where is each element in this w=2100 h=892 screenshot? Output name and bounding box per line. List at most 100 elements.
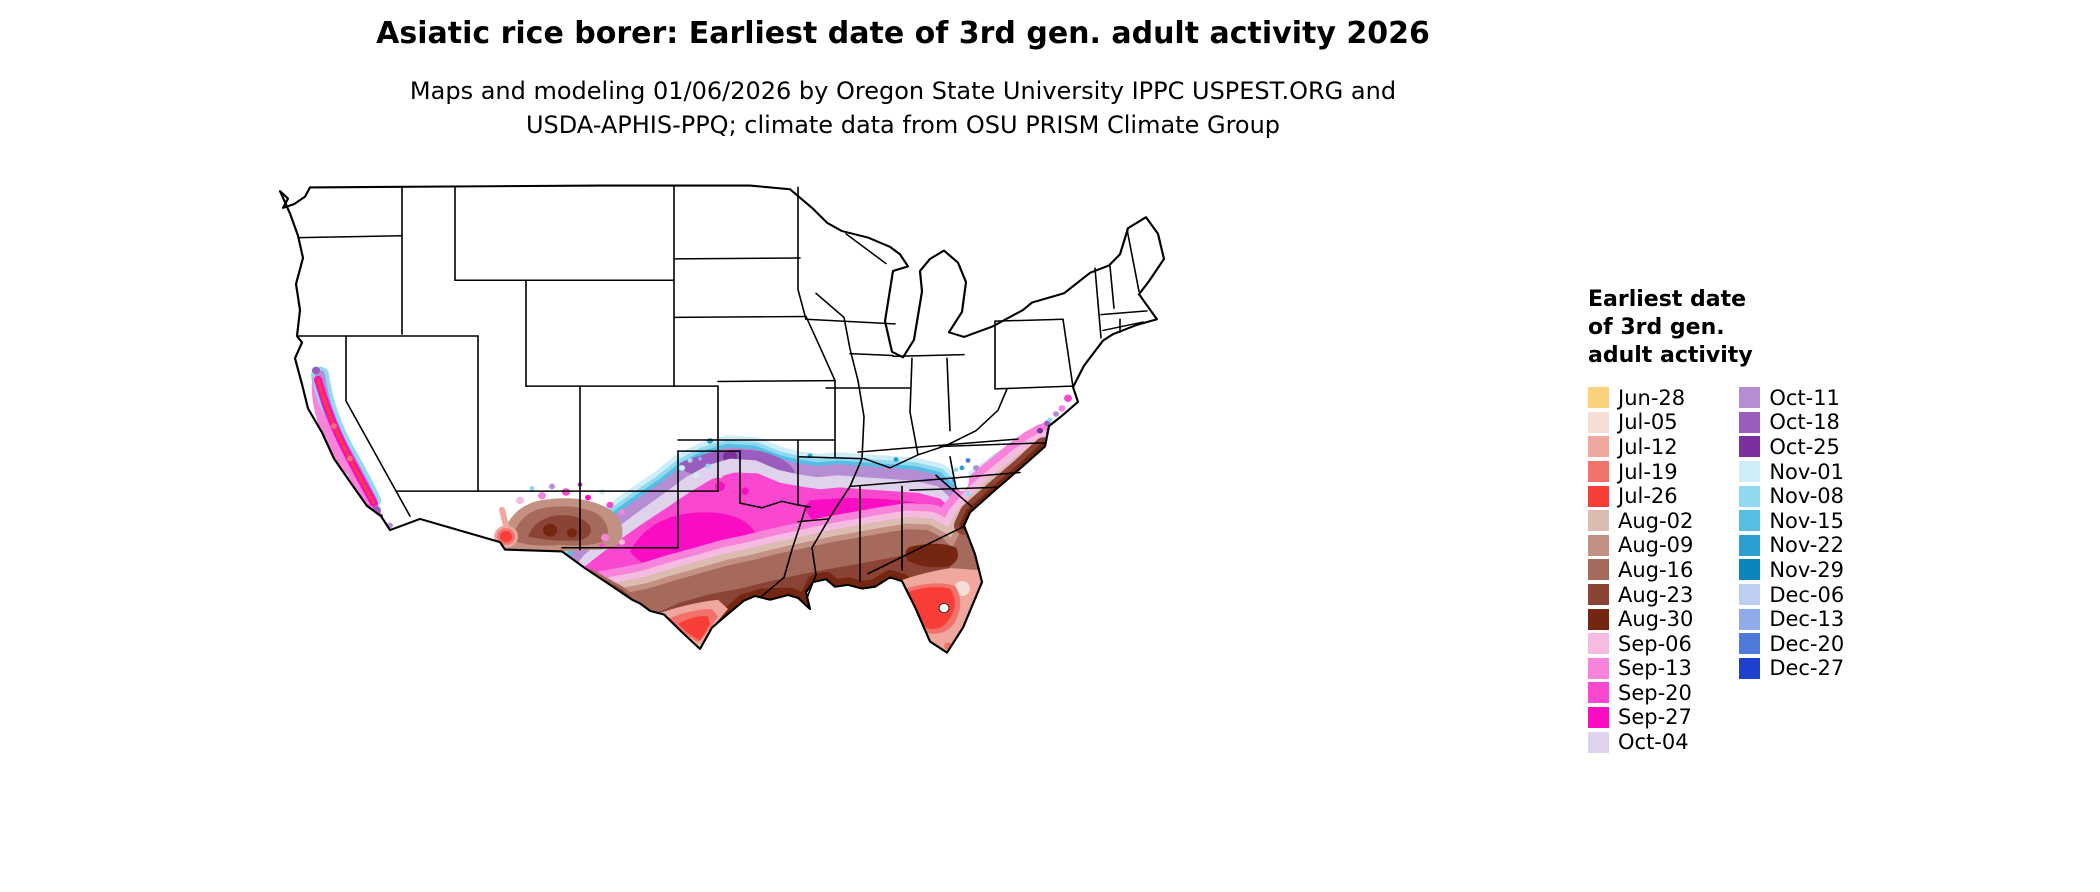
legend-swatch: [1588, 584, 1609, 606]
arizona-region-shape: [619, 509, 625, 516]
state-borders-shape: [857, 379, 865, 460]
arizona-region-shape: [567, 528, 577, 538]
state-borders-shape: [849, 471, 1021, 488]
arizona-region-shape: [562, 488, 570, 496]
state-borders-shape: [673, 257, 801, 260]
speckles-shape: [1064, 394, 1072, 402]
state-borders-shape: [845, 233, 887, 265]
legend-swatch: [1588, 461, 1609, 483]
arizona-region-shape: [549, 483, 555, 490]
legend-title: Earliest date of 3rd gen. adult activity: [1588, 286, 1844, 370]
legend-swatch: [1739, 485, 1761, 507]
speckles-shape: [1058, 405, 1066, 412]
legend-swatch: [1588, 608, 1609, 630]
arizona-region-shape: [599, 489, 605, 495]
legend-columns: Jun-28 Jul-05 Jul-12 Jul-19 Jul-26 Aug-02 Aug-…: [1588, 385, 1844, 754]
speckles-shape: [953, 467, 959, 473]
state-borders-shape: [1109, 265, 1115, 309]
legend-swatch: [1588, 731, 1609, 753]
legend-label: Oct-04: [1618, 730, 1689, 755]
california-valley-region-shape: [312, 366, 320, 375]
speckles-shape: [959, 465, 965, 471]
state-borders-shape: [946, 357, 951, 432]
arizona-region-shape: [516, 496, 524, 505]
legend-swatch: [1739, 657, 1761, 679]
state-borders-shape: [797, 504, 811, 508]
legend-entry: Dec-13: [1739, 607, 1844, 632]
legend-entry: Sep-27: [1588, 705, 1693, 730]
state-borders-shape: [867, 525, 965, 575]
legend-entry: Jul-19: [1588, 459, 1693, 484]
legend-swatch: [1588, 682, 1609, 704]
california-valley-region-shape: [347, 455, 353, 462]
blob-aug30-northflorida: [905, 543, 958, 568]
legend-label: Nov-29: [1769, 557, 1845, 582]
legend-label: Jul-12: [1618, 434, 1678, 459]
arizona-region-shape: [606, 501, 614, 509]
speckles-shape: [693, 472, 699, 479]
legend-label: Nov-01: [1769, 459, 1845, 484]
legend-label: Nov-22: [1769, 533, 1845, 558]
keys-jun28: [942, 661, 947, 666]
state-borders-shape: [863, 388, 1008, 469]
legend-label: Dec-13: [1769, 607, 1845, 632]
legend-label: Jul-26: [1618, 484, 1678, 509]
southfl-jul05: [894, 587, 906, 599]
legend-label: Sep-27: [1618, 705, 1692, 730]
speckles-shape: [705, 463, 711, 469]
california-valley-region-shape: [331, 423, 337, 429]
legend-label: Sep-13: [1618, 656, 1692, 681]
legend-entry: Dec-27: [1739, 656, 1844, 681]
arizona-region: [494, 482, 625, 552]
legend-label: Aug-30: [1618, 607, 1694, 632]
state-borders: [296, 184, 1148, 599]
legend-swatch: [1739, 534, 1761, 556]
header: Asiatic rice borer: Earliest date of 3rd…: [0, 16, 1806, 142]
arizona-region-shape: [619, 539, 625, 545]
map-area: [250, 180, 1190, 700]
legend-entry: Oct-11: [1739, 385, 1844, 410]
subtitle-line-2: USDA-APHIS-PPQ; climate data from OSU PR…: [525, 110, 1281, 139]
legend-label: Sep-06: [1618, 631, 1692, 656]
legend-entry: Jul-05: [1588, 410, 1693, 435]
subtitle-line-1: Maps and modeling 01/06/2026 by Oregon S…: [409, 77, 1397, 105]
legend-entry: Sep-06: [1588, 631, 1693, 656]
speck-nov22: [707, 438, 713, 444]
legend-column: Oct-11 Oct-18 Oct-25 Nov-01 Nov-08 Nov-15 Nov-…: [1739, 385, 1844, 754]
speckles-shape: [973, 465, 979, 471]
state-borders-shape: [1094, 267, 1102, 339]
state-borders-shape: [1062, 318, 1074, 388]
legend-swatch: [1739, 559, 1761, 581]
legend-swatch: [1739, 461, 1761, 483]
legend-label: Sep-20: [1618, 680, 1692, 705]
legend-swatch: [1588, 633, 1609, 655]
legend-label: Dec-06: [1769, 582, 1845, 607]
legend-entry: Oct-04: [1588, 730, 1693, 755]
state-borders-shape: [299, 234, 403, 239]
legend-swatch: [1588, 485, 1609, 507]
legend-entry: Aug-16: [1588, 558, 1693, 583]
legend-entry: Nov-29: [1739, 558, 1844, 583]
state-borders-shape: [935, 474, 973, 508]
state-borders-shape: [949, 455, 957, 490]
legend-title-line: adult activity: [1588, 343, 1753, 369]
legend-entry: Oct-18: [1739, 410, 1844, 435]
legend-entry: Jun-28: [1588, 385, 1693, 410]
state-borders-shape: [805, 318, 896, 325]
legend-entry: Dec-20: [1739, 631, 1844, 656]
legend-column: Jun-28 Jul-05 Jul-12 Jul-19 Jul-26 Aug-02 Aug-…: [1588, 385, 1693, 754]
speckles-shape: [1053, 411, 1059, 417]
legend-label: Dec-27: [1769, 656, 1845, 681]
legend-entry: Aug-02: [1588, 508, 1693, 533]
legend-label: Aug-16: [1618, 557, 1694, 582]
speck-nov22: [893, 457, 899, 462]
state-borders-shape: [909, 486, 997, 491]
state-borders-shape: [797, 518, 829, 523]
arizona-region-shape: [500, 531, 512, 543]
state-borders-shape: [939, 442, 1047, 448]
blob-sep27: [741, 487, 749, 495]
state-borders-shape: [857, 438, 1019, 453]
arizona-region-shape: [529, 485, 535, 491]
legend-label: Nov-08: [1769, 484, 1845, 509]
speckles-shape: [1047, 417, 1053, 422]
